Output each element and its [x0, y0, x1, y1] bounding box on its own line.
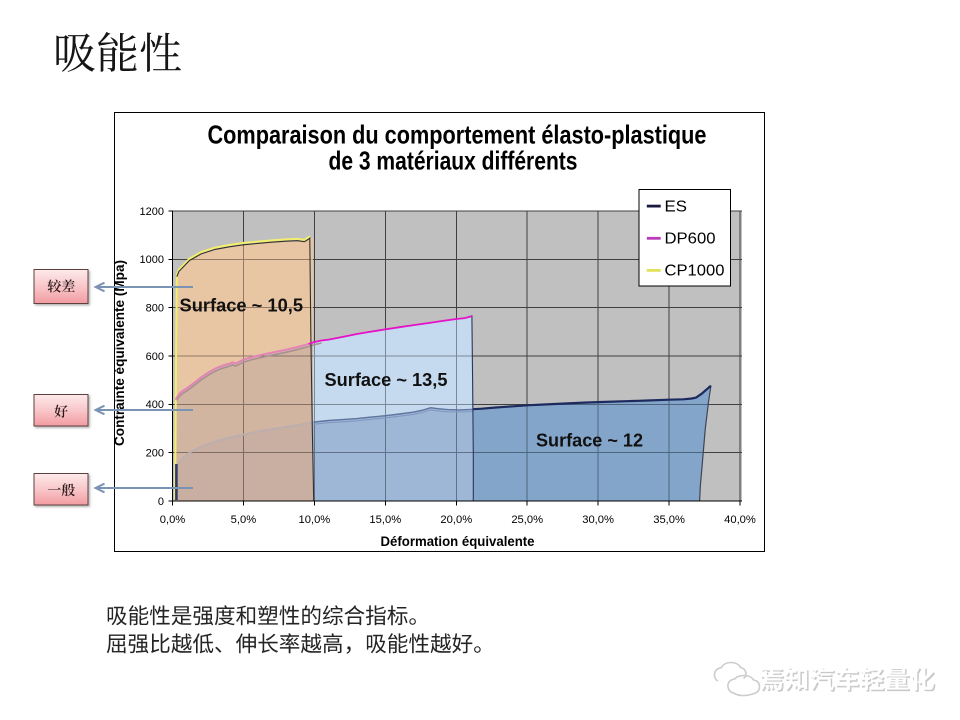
svg-text:15,0%: 15,0% [369, 514, 401, 526]
svg-text:ES: ES [665, 198, 688, 215]
svg-text:10,0%: 10,0% [299, 514, 331, 526]
svg-text:0,0%: 0,0% [160, 514, 186, 526]
svg-text:de 3 matériaux différents: de 3 matériaux différents [329, 146, 578, 176]
svg-text:0: 0 [158, 496, 164, 508]
svg-text:5,0%: 5,0% [231, 514, 257, 526]
svg-text:600: 600 [146, 351, 164, 363]
svg-text:25,0%: 25,0% [511, 514, 543, 526]
svg-text:Déformation équivalente: Déformation équivalente [381, 534, 535, 549]
svg-text:1000: 1000 [140, 254, 164, 266]
svg-text:20,0%: 20,0% [440, 514, 472, 526]
svg-text:400: 400 [146, 399, 164, 411]
svg-text:Comparaison du comportement él: Comparaison du comportement élasto-plast… [208, 119, 707, 149]
svg-text:35,0%: 35,0% [653, 514, 685, 526]
svg-text:30,0%: 30,0% [582, 514, 614, 526]
svg-text:40,0%: 40,0% [724, 514, 756, 526]
svg-text:CP1000: CP1000 [665, 263, 725, 280]
svg-text:Contrainte équivalente (Mpa): Contrainte équivalente (Mpa) [112, 260, 127, 446]
svg-text:Surface ~ 12: Surface ~ 12 [536, 431, 643, 451]
svg-text:1200: 1200 [140, 206, 164, 218]
svg-text:Surface ~ 13,5: Surface ~ 13,5 [325, 370, 448, 390]
svg-text:800: 800 [146, 303, 164, 315]
svg-text:200: 200 [146, 448, 164, 460]
svg-text:DP600: DP600 [665, 231, 716, 248]
svg-text:Surface ~ 10,5: Surface ~ 10,5 [180, 296, 304, 316]
